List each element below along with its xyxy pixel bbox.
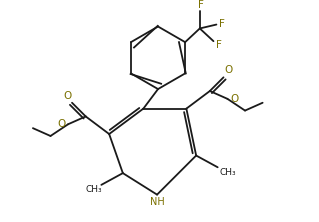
Text: O: O: [230, 94, 238, 104]
Text: F: F: [198, 0, 204, 10]
Text: O: O: [63, 91, 71, 101]
Text: CH₃: CH₃: [85, 185, 102, 194]
Text: F: F: [219, 19, 225, 29]
Text: CH₃: CH₃: [219, 168, 236, 177]
Text: O: O: [57, 119, 65, 129]
Text: O: O: [224, 65, 233, 75]
Text: F: F: [216, 40, 222, 50]
Text: NH: NH: [150, 197, 164, 207]
